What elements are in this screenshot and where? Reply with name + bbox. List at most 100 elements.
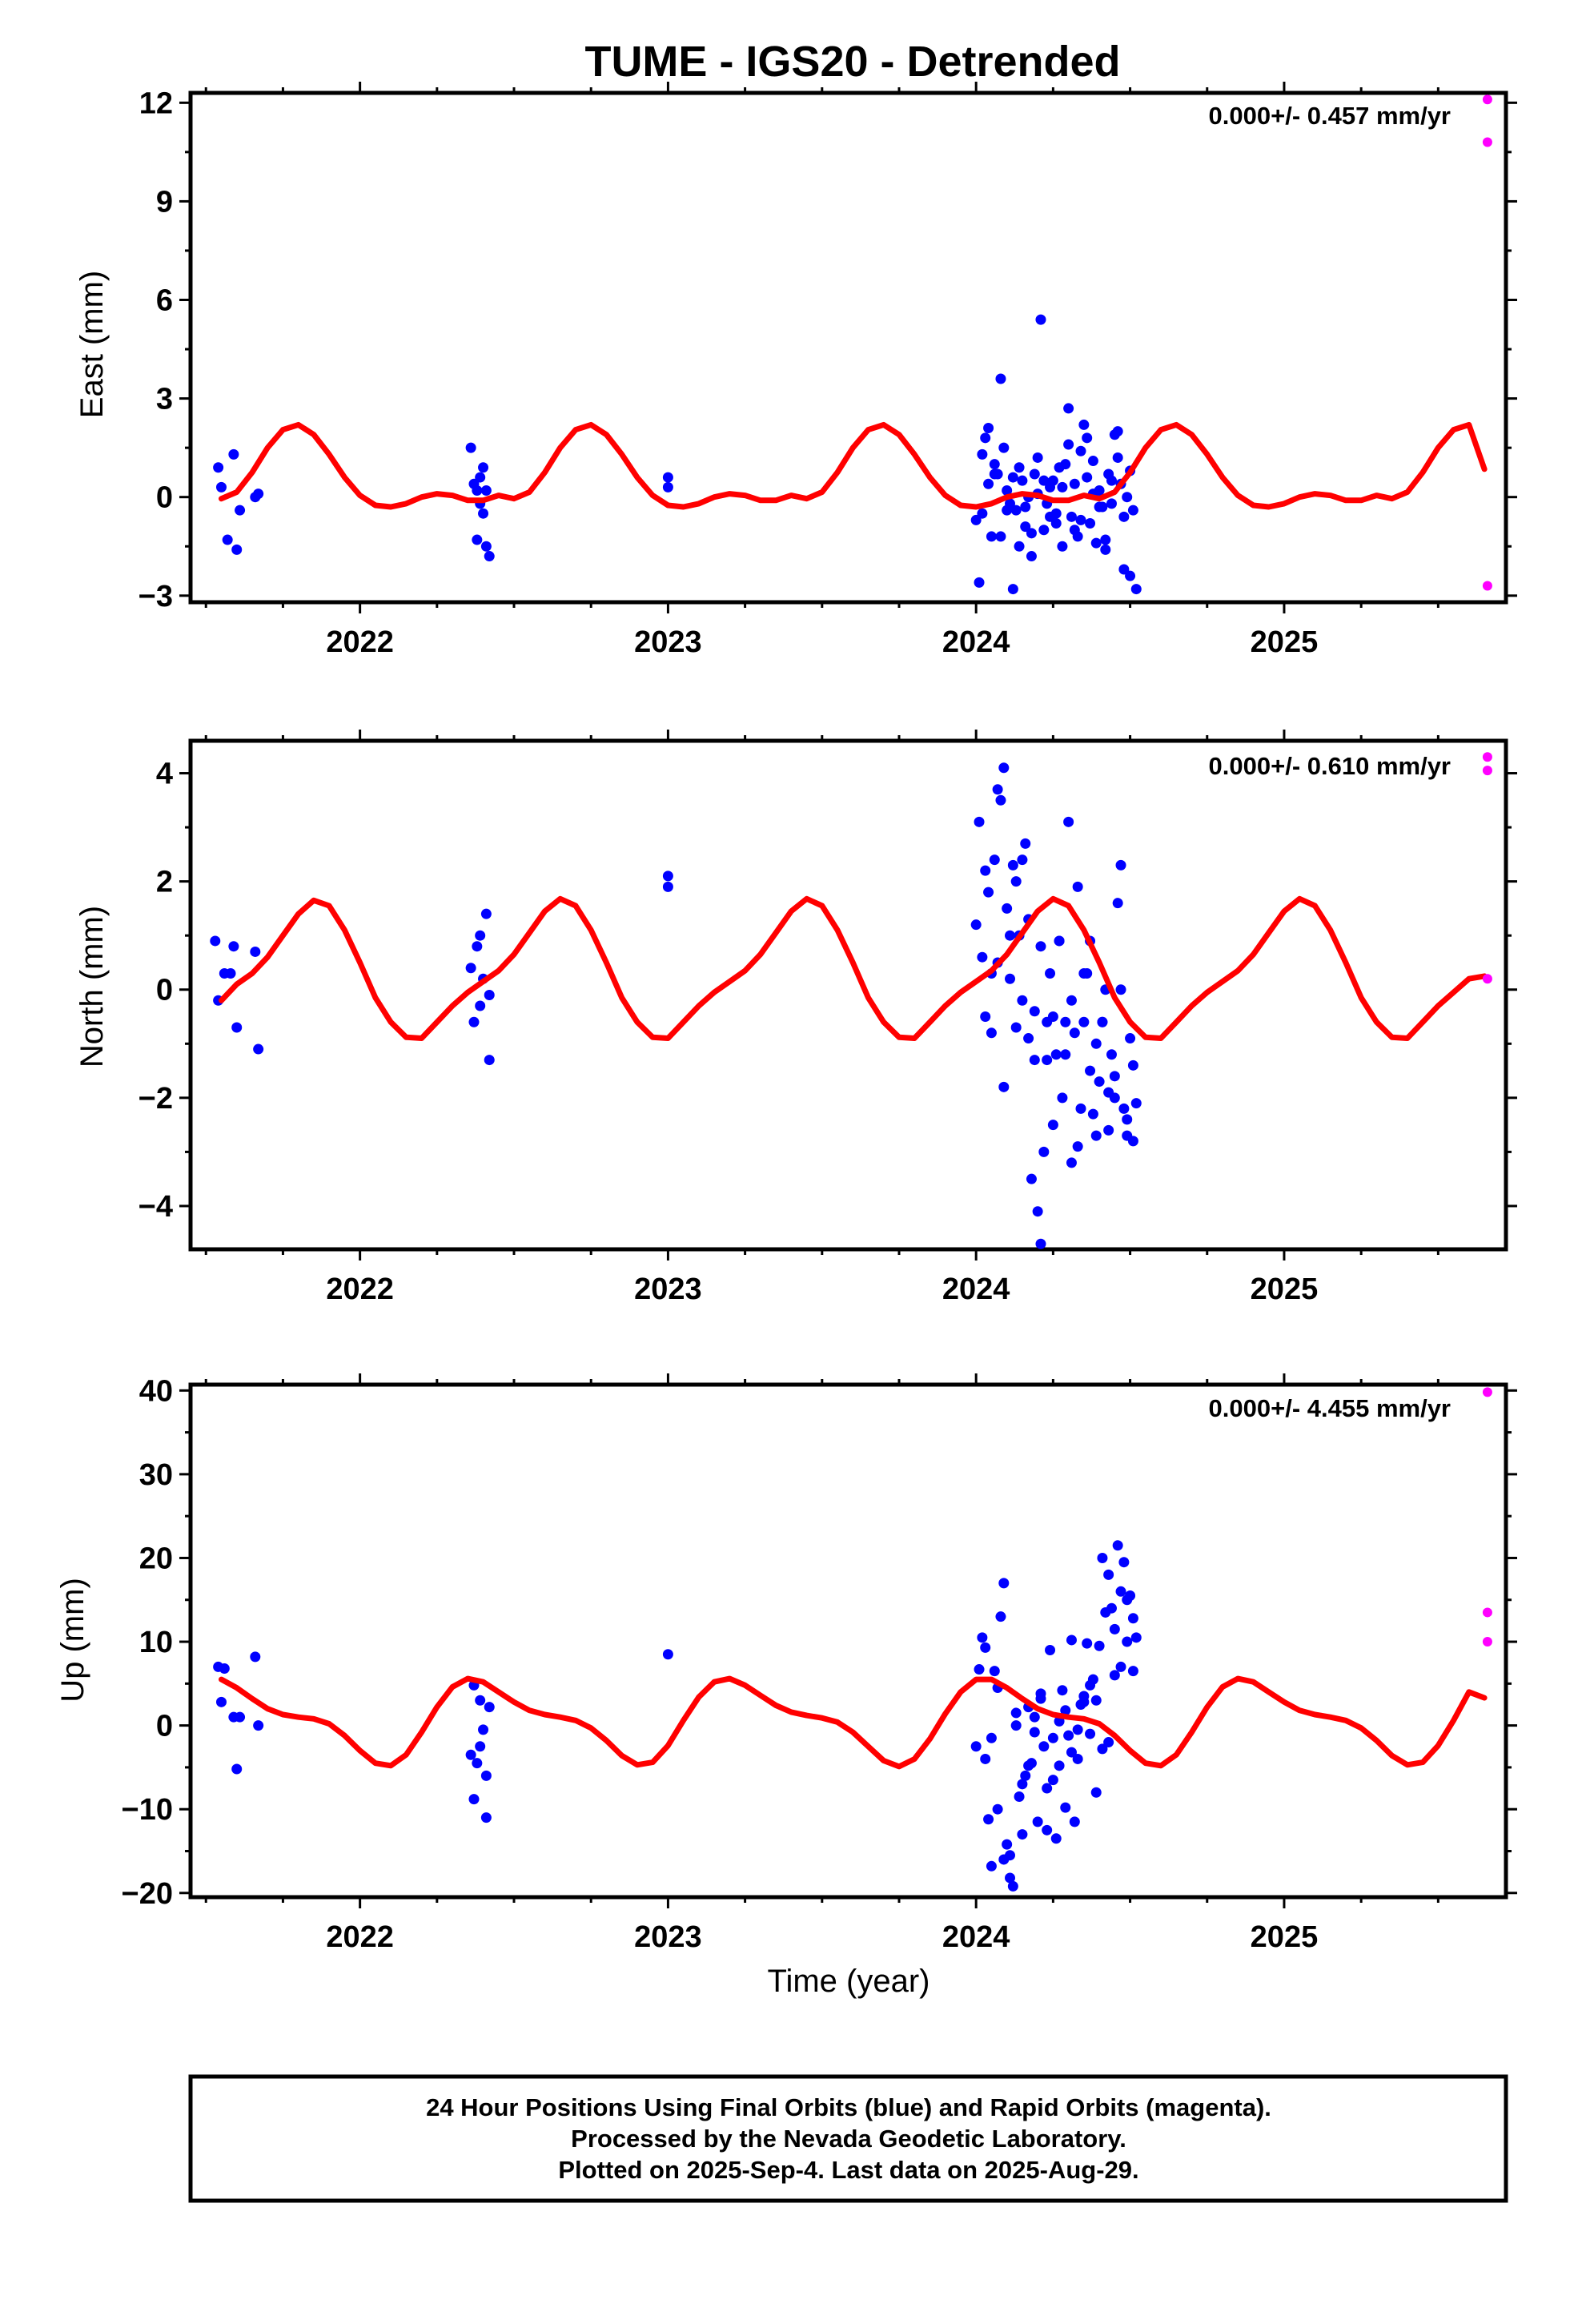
north-final-orbit-point: [231, 1022, 243, 1033]
east-final-orbit-point: [1045, 511, 1056, 522]
east-y-tick-label: 9: [156, 185, 173, 219]
up-final-orbit-point: [231, 1763, 243, 1775]
up-y-tick-label: −20: [122, 1877, 173, 1911]
up-final-orbit-point: [974, 1664, 985, 1675]
east-final-orbit-point: [1069, 525, 1080, 536]
up-final-orbit-point: [1112, 1540, 1123, 1551]
up-final-orbit-point: [1050, 1833, 1062, 1844]
north-final-orbit-point: [1057, 1092, 1068, 1104]
east-final-orbit-point: [1010, 505, 1022, 516]
north-final-orbit-point: [1047, 1011, 1058, 1023]
east-x-tick-label: 2025: [1251, 625, 1319, 659]
north-final-orbit-point: [250, 946, 261, 957]
up-final-orbit-point: [1010, 1707, 1022, 1719]
east-final-orbit-point: [995, 373, 1006, 384]
east-final-orbit-point: [1007, 472, 1018, 483]
north-final-orbit-point: [1066, 995, 1077, 1006]
east-final-orbit-point: [974, 577, 985, 588]
north-final-orbit-point: [480, 908, 492, 919]
east-final-orbit-point: [1063, 403, 1074, 414]
up-final-orbit-point: [998, 1854, 1010, 1865]
east-final-orbit-point: [1106, 475, 1117, 486]
east-final-orbit-point: [1122, 492, 1133, 503]
east-final-orbit-point: [235, 505, 246, 516]
east-final-orbit-point: [1047, 475, 1058, 486]
east-y-tick-label: 3: [156, 383, 173, 416]
east-final-orbit-point: [1075, 445, 1086, 456]
east-rapid-orbit-point: [1482, 581, 1492, 591]
up-final-orbit-point: [1094, 1640, 1105, 1651]
east-final-orbit-point: [478, 462, 489, 473]
up-final-orbit-point: [1072, 1724, 1083, 1735]
up-final-orbit-point: [1038, 1741, 1050, 1752]
north-final-orbit-point: [970, 919, 982, 931]
up-final-orbit-point: [1122, 1636, 1133, 1647]
north-rate-label: 0.000+/- 0.610 mm/yr: [1209, 752, 1451, 780]
north-final-orbit-point: [1118, 1103, 1130, 1114]
up-final-orbit-point: [1097, 1552, 1108, 1563]
up-final-orbit-point: [998, 1578, 1010, 1589]
figure-title: TUME - IGS20 - Detrended: [584, 38, 1120, 86]
x-axis-label: Time (year): [768, 1964, 930, 1999]
east-final-orbit-point: [1130, 584, 1142, 595]
north-final-orbit-point: [1090, 1038, 1102, 1049]
east-final-orbit-point: [1060, 459, 1071, 470]
east-final-orbit-point: [484, 551, 495, 562]
up-final-orbit-point: [1005, 1872, 1016, 1884]
up-x-tick-label: 2023: [634, 1920, 702, 1954]
footer-box: 24 Hour Positions Using Final Orbits (bl…: [188, 2074, 1508, 2203]
north-y-tick-label: 4: [156, 758, 173, 791]
up-panel: Up (mm) 0.000+/- 4.455 mm/yr Time (year)…: [55, 1373, 1517, 1999]
east-rate-label: 0.000+/- 0.457 mm/yr: [1209, 102, 1451, 130]
up-model-curve: [219, 1675, 1488, 1770]
north-final-orbit-point: [1072, 881, 1083, 892]
up-final-orbit-point: [986, 1732, 997, 1743]
north-final-orbit-point: [992, 784, 1003, 795]
east-final-orbit-point: [465, 442, 476, 453]
north-rapid-orbit-point: [1482, 974, 1492, 984]
east-final-orbit-point: [1032, 452, 1043, 463]
east-final-orbit-point: [478, 508, 489, 519]
north-final-orbit-point: [1042, 1055, 1053, 1066]
up-final-orbit-point: [1014, 1791, 1025, 1803]
north-final-orbit-point: [1060, 1016, 1071, 1027]
east-final-orbit-point: [662, 481, 673, 493]
up-final-orbit-point: [1020, 1770, 1031, 1781]
north-final-orbit-point: [1078, 967, 1090, 979]
east-final-orbit-point: [1090, 537, 1102, 549]
north-final-orbit-point: [468, 1016, 480, 1027]
east-final-orbit-point: [1078, 419, 1090, 430]
east-model-curve: [219, 421, 1488, 510]
north-final-orbit-point: [995, 794, 1006, 806]
east-final-orbit-point: [475, 472, 486, 483]
up-y-tick-label: 0: [156, 1710, 173, 1743]
up-rapid-orbit-point: [1482, 1607, 1492, 1618]
north-y-tick-label: −4: [139, 1190, 173, 1224]
east-final-orbit-point: [1100, 534, 1111, 545]
north-x-tick-label: 2025: [1251, 1273, 1319, 1306]
up-final-orbit-point: [1106, 1602, 1117, 1614]
up-final-orbit-point: [1010, 1720, 1022, 1731]
north-final-orbit-point: [253, 1043, 264, 1055]
up-final-orbit-point: [989, 1666, 1000, 1677]
east-final-orbit-point: [1057, 541, 1068, 552]
up-final-orbit-point: [1023, 1760, 1034, 1771]
east-x-tick-label: 2022: [326, 625, 394, 659]
east-final-orbit-point: [1063, 439, 1074, 450]
north-final-orbit-point: [998, 1081, 1010, 1092]
up-final-orbit-point: [1103, 1569, 1114, 1580]
east-final-orbit-point: [1002, 505, 1013, 516]
north-plot-frame: [188, 738, 1508, 1252]
north-final-orbit-point: [1050, 1049, 1062, 1060]
east-final-orbit-point: [1118, 511, 1130, 522]
up-final-orbit-point: [1127, 1666, 1138, 1677]
up-final-orbit-point: [980, 1642, 991, 1653]
east-final-orbit-point: [228, 448, 239, 460]
north-final-orbit-point: [1127, 1136, 1138, 1147]
east-final-orbit-point: [1029, 468, 1040, 480]
up-final-orbit-point: [215, 1696, 227, 1707]
up-rate-label: 0.000+/- 4.455 mm/yr: [1209, 1394, 1451, 1422]
east-final-orbit-point: [1087, 456, 1098, 467]
east-plot-frame: [188, 90, 1508, 605]
